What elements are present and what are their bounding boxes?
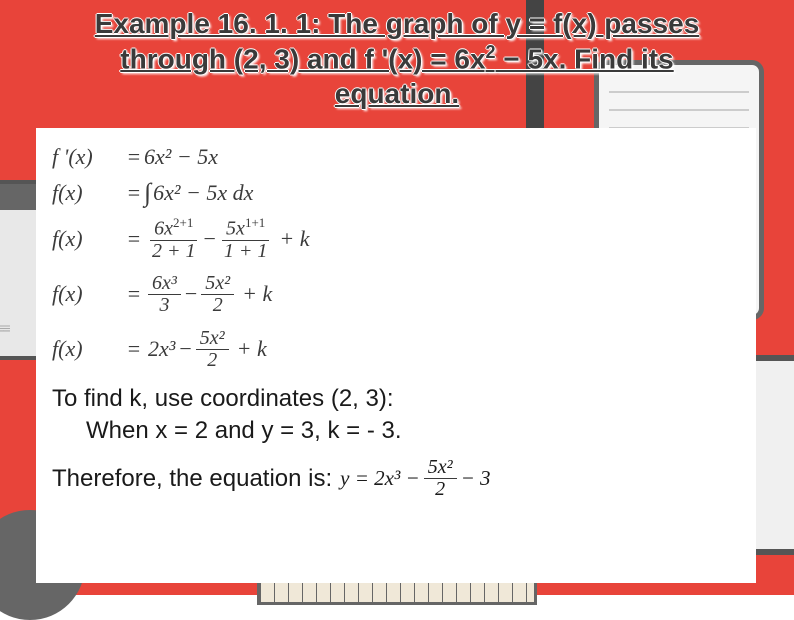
- title-block: Example 16. 1. 1: The graph of y = f(x) …: [0, 6, 794, 111]
- text-therefore: Therefore, the equation is:: [52, 465, 332, 493]
- equals-sign: =: [124, 336, 144, 362]
- plus-k: + k: [237, 336, 267, 362]
- eq5-frac2: 5x² 2: [196, 328, 229, 371]
- eq3-f1-exp: 2+1: [173, 215, 193, 230]
- final-den: 2: [431, 479, 449, 500]
- title-line3: equation.: [335, 78, 459, 109]
- minus-sign: −: [204, 226, 216, 252]
- final-pre: y = 2x³ −: [340, 466, 420, 491]
- plus-k: + k: [242, 281, 272, 307]
- text-find-k: To find k, use coordinates (2, 3):: [52, 385, 740, 413]
- eq4-frac2: 5x² 2: [201, 273, 234, 316]
- eq2-lhs: f(x): [52, 180, 124, 206]
- eq5-term1: 2x³: [148, 336, 175, 362]
- eq3-f1-den: 2 + 1: [148, 241, 200, 262]
- minus-sign: −: [185, 281, 197, 307]
- text-therefore-line: Therefore, the equation is: y = 2x³ − 5x…: [52, 457, 740, 500]
- equals-sign: =: [124, 144, 144, 170]
- final-num: 5x²: [424, 457, 457, 479]
- eq5-lhs: f(x): [52, 336, 124, 362]
- equals-sign: =: [124, 281, 144, 307]
- eq4-f1-num: 6x³: [148, 273, 181, 295]
- text-when: When x = 2 and y = 3, k = - 3.: [52, 417, 740, 445]
- integral-sign: ∫: [144, 178, 151, 208]
- content-box: f '(x) = 6x² − 5x f(x) = ∫ 6x² − 5x dx f…: [36, 128, 756, 583]
- eq4-frac1: 6x³ 3: [148, 273, 181, 316]
- eq2-rhs: 6x² − 5x dx: [153, 180, 253, 206]
- title-line1: Example 16. 1. 1: The graph of y = f(x) …: [95, 8, 700, 39]
- final-post: − 3: [461, 466, 491, 491]
- eq3-f1-base: 6x: [154, 218, 173, 240]
- eq3-f2-num: 5x1+1: [222, 216, 269, 241]
- eq4-f1-den: 3: [155, 295, 173, 316]
- eq4-lhs: f(x): [52, 281, 124, 307]
- equation-2: f(x) = ∫ 6x² − 5x dx: [52, 178, 740, 208]
- final-frac: 5x² 2: [424, 457, 457, 500]
- slide: Example 16. 1. 1: The graph of y = f(x) …: [0, 0, 794, 595]
- equation-3: f(x) = 6x2+1 2 + 1 − 5x1+1 1 + 1 + k: [52, 215, 740, 263]
- eq1-rhs: 6x² − 5x: [144, 144, 218, 170]
- eq3-frac1: 6x2+1 2 + 1: [148, 216, 200, 262]
- eq5-f2-num: 5x²: [196, 328, 229, 350]
- final-equation: y = 2x³ − 5x² 2 − 3: [340, 457, 490, 500]
- eq1-lhs: f '(x): [52, 144, 124, 170]
- eq4-f2-num: 5x²: [201, 273, 234, 295]
- equals-sign: =: [124, 226, 144, 252]
- eq3-f2-den: 1 + 1: [220, 241, 272, 262]
- title-line2-pre: through (2, 3) and f '(x) = 6x: [120, 43, 485, 74]
- equation-1: f '(x) = 6x² − 5x: [52, 143, 740, 171]
- eq5-f2-den: 2: [203, 350, 221, 371]
- eq3-lhs: f(x): [52, 226, 124, 252]
- minus-sign: −: [179, 336, 191, 362]
- eq3-frac2: 5x1+1 1 + 1: [220, 216, 272, 262]
- title-exponent: 2: [486, 42, 496, 62]
- eq3-f1-num: 6x2+1: [150, 216, 197, 241]
- eq3-f2-exp: 1+1: [245, 215, 265, 230]
- equation-4: f(x) = 6x³ 3 − 5x² 2 + k: [52, 270, 740, 318]
- equation-5: f(x) = 2x³ − 5x² 2 + k: [52, 325, 740, 373]
- eq4-f2-den: 2: [209, 295, 227, 316]
- equals-sign: =: [124, 180, 144, 206]
- plus-k: + k: [279, 226, 309, 252]
- slide-title: Example 16. 1. 1: The graph of y = f(x) …: [25, 6, 770, 111]
- title-line2-post: − 5x. Find its: [496, 43, 674, 74]
- eq3-f2-base: 5x: [226, 218, 245, 240]
